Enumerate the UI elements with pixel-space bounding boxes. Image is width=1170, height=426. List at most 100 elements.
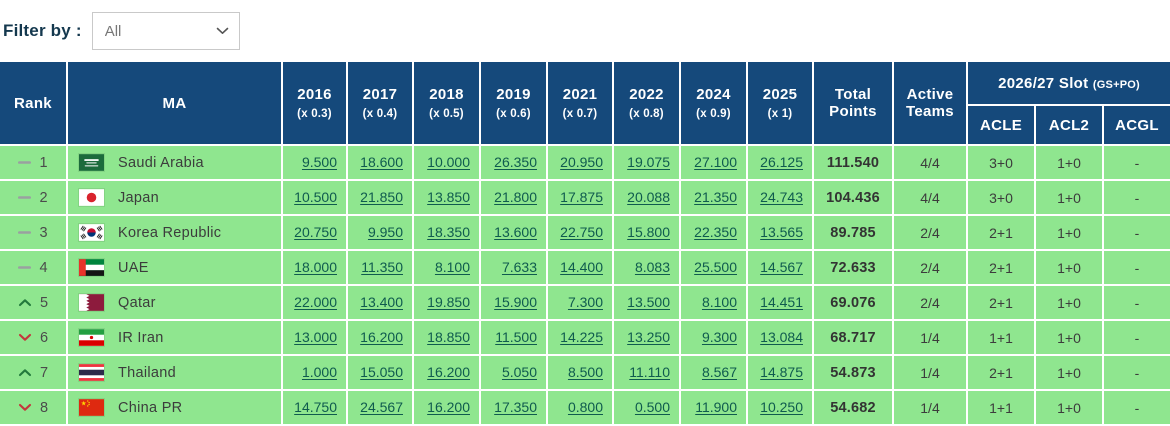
score-link[interactable]: 9.950	[367, 223, 403, 240]
active-teams-cell: 2/4	[893, 250, 968, 286]
score-link[interactable]: 8.100	[701, 293, 737, 310]
score-cell-2018: 13.850	[413, 180, 481, 216]
col-2022: 2022 (x 0.8)	[613, 62, 681, 146]
score-link[interactable]: 13.250	[627, 328, 670, 345]
score-link[interactable]: 14.225	[560, 328, 603, 345]
score-link[interactable]: 9.300	[701, 328, 737, 345]
acle-cell: 1+1	[967, 320, 1036, 356]
score-link[interactable]: 14.567	[760, 258, 803, 275]
score-link[interactable]: 21.800	[494, 188, 537, 205]
rank-number: 1	[39, 154, 48, 171]
score-link[interactable]: 0.800	[567, 398, 603, 415]
filter-bar: Filter by : All	[0, 0, 1170, 62]
score-link[interactable]: 7.300	[567, 293, 603, 310]
score-link[interactable]: 18.000	[294, 258, 337, 275]
filter-select[interactable]: All	[91, 12, 240, 50]
score-link[interactable]: 16.200	[427, 363, 470, 380]
score-link[interactable]: 22.000	[294, 293, 337, 310]
score-link[interactable]: 13.565	[760, 223, 803, 240]
score-link[interactable]: 0.500	[634, 398, 670, 415]
score-link[interactable]: 8.500	[567, 363, 603, 380]
ma-name: China PR	[118, 399, 183, 416]
score-link[interactable]: 11.110	[629, 363, 670, 380]
score-link[interactable]: 27.100	[694, 153, 737, 170]
score-link[interactable]: 19.075	[627, 153, 670, 170]
col-slot-group: 2026/27 Slot (GS+PO)	[967, 62, 1170, 106]
korea-republic-flag	[79, 224, 104, 241]
score-link[interactable]: 21.350	[694, 188, 737, 205]
score-cell-2022: 8.083	[613, 250, 681, 286]
score-link[interactable]: 13.500	[627, 293, 670, 310]
rank-cell: 4	[0, 250, 68, 286]
score-link[interactable]: 20.088	[627, 188, 670, 205]
score-cell-2025: 14.567	[747, 250, 814, 286]
score-link[interactable]: 10.000	[427, 153, 470, 170]
score-link[interactable]: 11.500	[495, 328, 537, 345]
score-link[interactable]: 26.350	[494, 153, 537, 170]
score-link[interactable]: 20.750	[294, 223, 337, 240]
score-link[interactable]: 24.567	[360, 398, 403, 415]
slot-group-label: 2026/27 Slot	[998, 74, 1089, 92]
score-link[interactable]: 22.350	[694, 223, 737, 240]
total-points-cell: 104.436	[813, 180, 894, 216]
rank-number: 5	[39, 294, 49, 311]
score-link[interactable]: 13.000	[294, 328, 337, 345]
score-cell-2018: 16.200	[413, 390, 481, 426]
score-cell-2019: 11.500	[480, 320, 548, 356]
score-link[interactable]: 10.250	[760, 398, 803, 415]
score-link[interactable]: 17.875	[560, 188, 603, 205]
score-link[interactable]: 11.350	[361, 258, 403, 275]
score-link[interactable]: 11.900	[695, 398, 737, 415]
col-active-teams-label: Active Teams	[906, 86, 954, 120]
score-link[interactable]: 18.850	[427, 328, 470, 345]
score-link[interactable]: 13.850	[427, 188, 470, 205]
score-cell-2018: 19.850	[413, 285, 481, 321]
score-link[interactable]: 18.600	[360, 153, 403, 170]
score-link[interactable]: 7.633	[501, 258, 537, 275]
score-link[interactable]: 16.200	[360, 328, 403, 345]
score-link[interactable]: 15.900	[494, 293, 537, 310]
score-link[interactable]: 15.050	[360, 363, 403, 380]
score-link[interactable]: 16.200	[427, 398, 470, 415]
score-link[interactable]: 8.567	[701, 363, 737, 380]
rank-number: 7	[39, 364, 49, 381]
score-link[interactable]: 20.950	[560, 153, 603, 170]
score-cell-2019: 26.350	[480, 145, 548, 181]
score-link[interactable]: 22.750	[560, 223, 603, 240]
score-link[interactable]: 1.000	[301, 363, 337, 380]
score-link[interactable]: 10.500	[294, 188, 337, 205]
score-link[interactable]: 8.083	[634, 258, 670, 275]
total-points-cell: 111.540	[813, 145, 894, 181]
score-link[interactable]: 14.400	[560, 258, 603, 275]
score-link[interactable]: 14.875	[760, 363, 803, 380]
active-teams-cell: 1/4	[893, 390, 968, 426]
score-link[interactable]: 8.100	[434, 258, 470, 275]
score-link[interactable]: 18.350	[427, 223, 470, 240]
score-link[interactable]: 14.451	[760, 293, 803, 310]
rank-cell: 1	[0, 145, 68, 181]
table-row: 4 UAE 18.000 11.350 8.100 7.633 14.400 8.083 25.…	[0, 250, 1170, 286]
rank-cell: 5	[0, 285, 68, 321]
score-link[interactable]: 24.743	[760, 188, 803, 205]
score-cell-2016: 22.000	[282, 285, 348, 321]
acle-cell: 1+1	[967, 390, 1036, 426]
score-link[interactable]: 9.500	[301, 153, 337, 170]
score-link[interactable]: 15.800	[627, 223, 670, 240]
score-link[interactable]: 13.400	[360, 293, 403, 310]
score-link[interactable]: 13.600	[494, 223, 537, 240]
score-link[interactable]: 26.125	[760, 153, 803, 170]
active-teams-cell: 1/4	[893, 320, 968, 356]
score-link[interactable]: 21.850	[360, 188, 403, 205]
saudi-arabia-flag	[79, 154, 104, 171]
score-link[interactable]: 14.750	[294, 398, 337, 415]
score-cell-2018: 8.100	[413, 250, 481, 286]
total-points-cell: 54.682	[813, 390, 894, 426]
score-link[interactable]: 19.850	[427, 293, 470, 310]
score-link[interactable]: 13.084	[760, 328, 803, 345]
score-link[interactable]: 25.500	[694, 258, 737, 275]
score-cell-2025: 10.250	[747, 390, 814, 426]
score-link[interactable]: 17.350	[494, 398, 537, 415]
iran-flag	[79, 329, 104, 346]
score-link[interactable]: 5.050	[501, 363, 537, 380]
score-cell-2025: 24.743	[747, 180, 814, 216]
